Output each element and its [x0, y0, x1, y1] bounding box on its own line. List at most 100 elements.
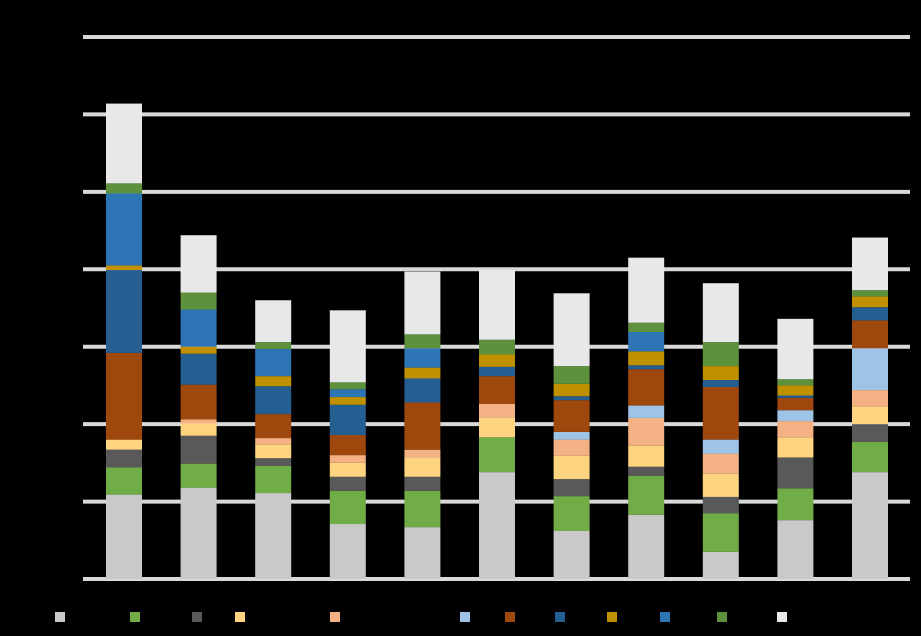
bar-segment — [329, 310, 366, 383]
bar-segment — [852, 348, 888, 391]
bar-segment — [255, 300, 292, 343]
bar-segment — [329, 462, 366, 477]
bar-segment — [628, 257, 665, 323]
bar-segment — [106, 103, 142, 184]
bar-segment — [628, 476, 665, 515]
bar-segment — [255, 444, 292, 459]
bar-segment — [180, 419, 217, 424]
bar-segment — [702, 342, 739, 367]
bar-segment — [329, 476, 366, 491]
bar-segment — [106, 193, 142, 266]
bar-segment — [404, 334, 441, 349]
bar-segment — [404, 457, 441, 477]
legend-swatch — [777, 612, 787, 622]
bar-segment — [702, 283, 739, 343]
bar-segment — [777, 397, 814, 411]
bar-segment — [777, 385, 814, 396]
bar-segment — [777, 488, 814, 521]
bar-segment — [479, 366, 515, 377]
bar-segment — [702, 513, 739, 552]
bar-segment — [702, 473, 739, 497]
bar-segment — [553, 431, 590, 440]
bar-segment — [255, 376, 292, 387]
legend-swatch — [607, 612, 617, 622]
bar-segment — [479, 354, 515, 367]
bar-segment — [777, 437, 814, 458]
bar-segment — [702, 380, 739, 387]
bar-segment — [106, 265, 142, 271]
bar-segment — [255, 349, 292, 377]
bar-segment — [553, 293, 590, 367]
bar-segment — [553, 479, 590, 497]
bar-segment — [852, 406, 888, 425]
bar-segment — [852, 237, 888, 291]
bar-segment — [106, 494, 142, 579]
bar-segment — [777, 379, 814, 386]
bar-segment — [777, 318, 814, 380]
bar-segment — [106, 439, 142, 450]
bar-segment — [852, 424, 888, 442]
bar-segment — [404, 271, 441, 335]
bar-segment — [180, 235, 217, 293]
bar-segment — [852, 390, 888, 407]
legend-swatch — [555, 612, 565, 622]
bar-segment — [180, 423, 217, 436]
bar-segment — [553, 496, 590, 531]
bar-segment — [404, 527, 441, 579]
bar-segment — [777, 520, 814, 579]
bar-segment — [404, 348, 441, 368]
bar-segment — [628, 405, 665, 418]
bar-segment — [479, 472, 515, 579]
bar-segment — [180, 292, 217, 310]
bar-segment — [255, 342, 292, 350]
bar-segment — [852, 290, 888, 297]
bar-segment — [255, 438, 292, 445]
bar-segment — [777, 421, 814, 438]
bar-segment — [479, 270, 515, 340]
bar-segment — [329, 524, 366, 579]
bar-segment — [255, 414, 292, 439]
bar-segment — [628, 417, 665, 446]
bar-segment — [180, 309, 217, 347]
legend-swatch — [235, 612, 245, 622]
bar-segment — [628, 369, 665, 406]
bar-segment — [255, 458, 292, 466]
bar-segment — [628, 322, 665, 333]
bar-segment — [553, 383, 590, 397]
bar-segment — [702, 366, 739, 381]
bar-segment — [553, 455, 590, 480]
bar-segment — [106, 183, 142, 194]
bar-segment — [553, 439, 590, 456]
bar-segment — [479, 437, 515, 473]
bar-segment — [404, 402, 441, 450]
bar-segment — [702, 439, 739, 454]
bar-segment — [180, 463, 217, 488]
bar-segment — [180, 487, 217, 579]
bar-segment — [404, 476, 441, 491]
bar-segment — [777, 395, 814, 398]
bar-segment — [404, 449, 441, 458]
bar-segment — [628, 351, 665, 366]
bar-segment — [255, 386, 292, 415]
legend-swatch — [130, 612, 140, 622]
bar-segment — [329, 404, 366, 435]
bar-segment — [255, 465, 292, 494]
bar-segment — [852, 320, 888, 349]
bar-segment — [553, 396, 590, 401]
legend-swatch — [505, 612, 515, 622]
legend-swatch — [460, 612, 470, 622]
legend-swatch — [717, 612, 727, 622]
bar-segment — [404, 490, 441, 528]
bar-segment — [106, 467, 142, 495]
bar-segment — [777, 457, 814, 489]
bar-segment — [255, 493, 292, 579]
bar-segment — [404, 367, 441, 379]
legend-swatch — [192, 612, 202, 622]
legend-swatch — [660, 612, 670, 622]
bar-segment — [553, 366, 590, 384]
bar-segment — [628, 514, 665, 579]
bar-segment — [329, 434, 366, 456]
bar-segment — [553, 530, 590, 579]
